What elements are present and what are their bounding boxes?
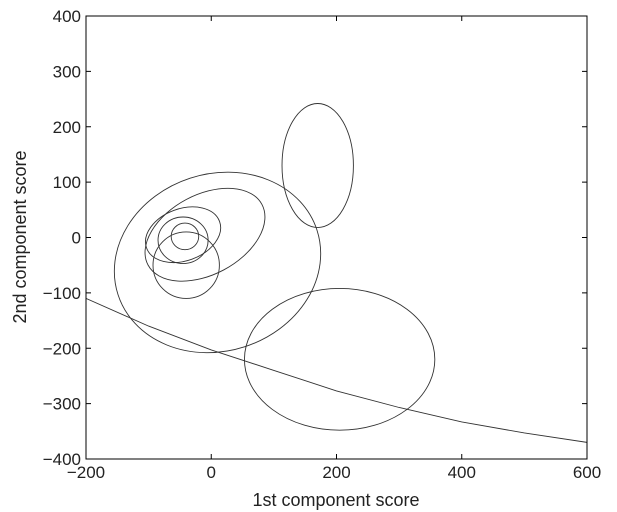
confidence-ellipse-2 <box>243 287 436 431</box>
x-tick-label: 400 <box>448 463 476 482</box>
plot-content <box>86 103 587 443</box>
y-tick-label: 200 <box>53 118 81 137</box>
y-tick-labels: −400 −300 −200 −100 0 100 200 300 400 <box>43 7 81 469</box>
confidence-ellipse-1 <box>281 103 354 228</box>
y-axis-label: 2nd component score <box>10 150 30 323</box>
y-tick-label: −400 <box>43 450 81 469</box>
y-tick-label: 300 <box>53 62 81 81</box>
y-tick-label: 100 <box>53 173 81 192</box>
x-tick-label: −200 <box>67 463 105 482</box>
y-tick-label: −300 <box>43 395 81 414</box>
y-tick-label: 0 <box>72 229 81 248</box>
x-tick-label: 0 <box>207 463 216 482</box>
confidence-ellipse-4 <box>144 187 266 282</box>
y-tick-label: 400 <box>53 7 81 26</box>
confidence-ellipse-8 <box>170 222 200 251</box>
x-axis-label: 1st component score <box>252 490 419 510</box>
plot-frame <box>85 15 588 460</box>
confidence-ellipse-3 <box>113 171 322 354</box>
x-tick-label: 200 <box>322 463 350 482</box>
boundary-curve <box>86 297 587 443</box>
confidence-ellipse-5 <box>152 231 220 299</box>
confidence-ellipse-7 <box>157 216 209 264</box>
y-tick-label: −100 <box>43 284 81 303</box>
x-tick-labels: −200 0 200 400 600 <box>67 463 601 482</box>
x-tick-label: 600 <box>573 463 601 482</box>
ticks <box>85 15 588 460</box>
confidence-ellipse-6 <box>145 206 222 264</box>
y-tick-label: −200 <box>43 339 81 358</box>
